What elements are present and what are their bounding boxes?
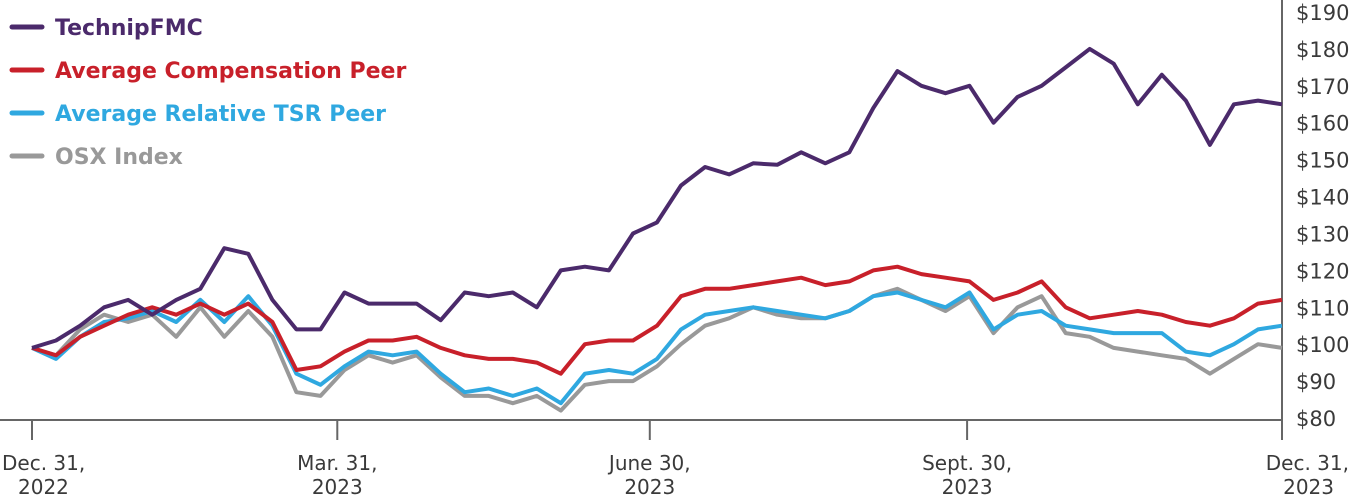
legend-label-osx-index: OSX Index: [55, 145, 183, 170]
x-tick-label: Dec. 31,: [2, 451, 85, 475]
x-tick-label: Sept. 30,: [922, 451, 1012, 475]
y-tick-label: $150: [1296, 149, 1349, 173]
series-layer: [31, 46, 1283, 413]
y-tick-label: $80: [1296, 407, 1336, 431]
y-tick-label: $120: [1296, 259, 1349, 283]
legend-label-technipfmc: TechnipFMC: [55, 16, 203, 41]
series-line-osx-index: [31, 286, 1283, 413]
y-tick-label: $170: [1296, 75, 1349, 99]
x-tick-label: 2023: [942, 475, 993, 498]
y-tick-label: $110: [1296, 296, 1349, 320]
y-tick-label: $190: [1296, 1, 1349, 25]
y-tick-label: $100: [1296, 333, 1349, 357]
y-tick-label: $140: [1296, 186, 1349, 210]
legend: TechnipFMC Average Compensation Peer Avera…: [9, 16, 406, 170]
axes: [0, 0, 1283, 440]
y-tick-label: $90: [1296, 370, 1336, 394]
x-tick-label: Dec. 31,: [1266, 451, 1349, 475]
y-tick-label: $160: [1296, 112, 1349, 136]
x-tick-label: 2023: [312, 475, 363, 498]
y-tick-labels: $80 $90 $100 $110 $120 $130 $140 $150 $160 $170 $1…: [1296, 1, 1349, 431]
x-tick-label: 2023: [1283, 475, 1334, 498]
series-line-technipfmc: [31, 46, 1283, 350]
series-line-average-relative-tsr-peer: [31, 290, 1283, 406]
x-tick-label: 2023: [624, 475, 675, 498]
y-tick-label: $180: [1296, 38, 1349, 62]
y-tick-label: $130: [1296, 222, 1349, 246]
x-tick-label: June 30,: [607, 451, 691, 475]
legend-label-average-relative-tsr-peer: Average Relative TSR Peer: [55, 102, 386, 127]
legend-label-average-compensation-peer: Average Compensation Peer: [55, 59, 406, 84]
x-tick-label: Mar. 31,: [297, 451, 377, 475]
x-tick-label: 2022: [18, 475, 69, 498]
